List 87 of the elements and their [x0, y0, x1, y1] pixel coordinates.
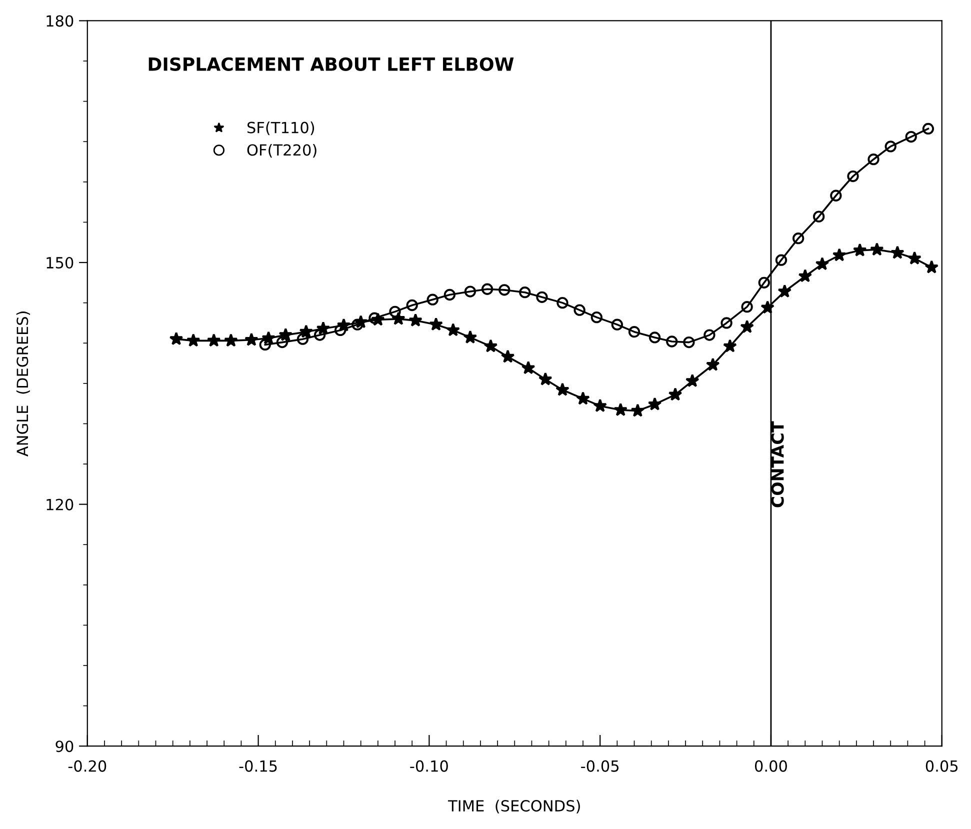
legend-label: OF(T220): [247, 144, 316, 158]
point: [832, 248, 846, 262]
point: [556, 382, 570, 396]
y-axis-title: ANGLE (DEGREES): [16, 312, 30, 456]
x-tick-label: 0.05: [926, 760, 958, 772]
y-tick-label: 180: [46, 15, 74, 27]
point: [244, 332, 258, 346]
point: [408, 313, 422, 327]
point: [224, 333, 238, 347]
point: [683, 336, 695, 348]
point: [847, 170, 859, 182]
point: [798, 268, 812, 282]
point: [630, 404, 645, 417]
point: [444, 288, 456, 301]
point: [519, 286, 531, 298]
y-tick-label: 120: [46, 498, 74, 510]
point: [890, 246, 904, 259]
point: [648, 332, 661, 344]
point: [740, 320, 754, 334]
point: [389, 306, 401, 318]
point: [812, 210, 825, 222]
point: [429, 317, 443, 331]
point: [334, 324, 346, 336]
point: [276, 336, 288, 348]
point: [760, 300, 774, 314]
point: [666, 336, 678, 348]
point: [352, 318, 364, 330]
point: [924, 260, 939, 274]
point: [685, 374, 700, 388]
point: [169, 332, 184, 346]
point: [884, 140, 896, 152]
point: [206, 333, 221, 347]
x-tick-label: -0.05: [581, 760, 619, 772]
point: [593, 398, 607, 412]
x-tick-label: 0.00: [754, 760, 787, 772]
point: [614, 402, 628, 416]
point: [704, 329, 716, 341]
point: [538, 372, 552, 386]
point: [720, 317, 732, 329]
point: [576, 392, 590, 405]
x-tick-label: -0.20: [68, 760, 106, 772]
point: [574, 304, 586, 316]
point: [186, 333, 200, 347]
point: [868, 154, 880, 166]
point: [870, 242, 884, 256]
point: [723, 339, 737, 352]
point: [314, 329, 326, 341]
point: [556, 296, 568, 309]
point: [611, 318, 624, 330]
point: [590, 311, 602, 324]
point: [484, 339, 498, 352]
point: [758, 276, 770, 289]
point: [706, 358, 720, 371]
point: [628, 326, 640, 338]
ref-line-label: CONTACT: [771, 421, 784, 508]
point: [446, 322, 460, 336]
point: [741, 301, 753, 313]
point: [296, 333, 309, 345]
legend-label: SF(T110): [247, 122, 314, 136]
text: DISPLACEMENT ABOUT LEFT ELBOW: [148, 57, 514, 71]
point: [922, 122, 934, 135]
point: [536, 291, 548, 304]
point: [368, 312, 380, 324]
point: [792, 232, 804, 244]
x-tick-label: -0.15: [239, 760, 277, 772]
point: [481, 283, 494, 295]
point: [498, 284, 510, 296]
point: [463, 330, 478, 344]
point: [406, 299, 418, 312]
point: [775, 254, 788, 266]
point: [668, 387, 682, 401]
point: [830, 190, 842, 202]
point: [815, 256, 830, 270]
point: [259, 338, 271, 351]
y-tick-label: 150: [46, 256, 74, 269]
point: [852, 243, 867, 256]
point: [648, 397, 662, 410]
point: [908, 251, 922, 265]
point: [521, 360, 536, 374]
x-axis-title: TIME (SECONDS): [448, 800, 580, 814]
point: [905, 130, 917, 143]
point: [778, 284, 792, 298]
x-tick-label: -0.10: [410, 760, 448, 772]
y-tick-label: 90: [56, 740, 74, 752]
point: [426, 294, 438, 306]
point: [464, 286, 476, 298]
point: [500, 350, 515, 363]
